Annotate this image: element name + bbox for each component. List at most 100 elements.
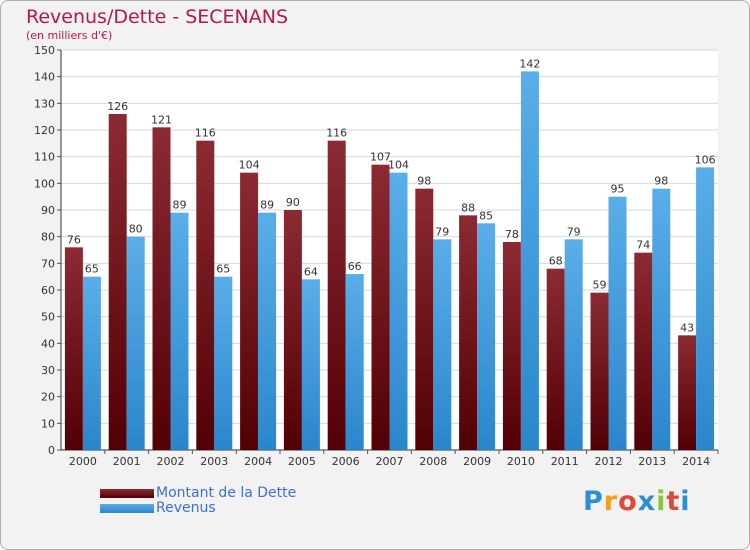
bar-dette: [546, 268, 565, 450]
data-label-revenus: 85: [479, 209, 493, 222]
bar-dette: [64, 247, 83, 450]
data-label-dette: 104: [239, 159, 260, 172]
bar-dette: [152, 127, 171, 450]
bar-revenus: [477, 223, 496, 450]
data-label-dette: 107: [370, 151, 391, 164]
bar-dette: [502, 242, 521, 450]
bar-revenus: [301, 279, 320, 450]
data-label-dette: 78: [505, 228, 519, 241]
bar-dette: [415, 188, 434, 450]
bar-dette: [459, 215, 478, 450]
bar-revenus: [258, 212, 277, 450]
bar-revenus: [82, 276, 101, 450]
data-label-dette: 116: [326, 127, 347, 140]
y-tick-label: 140: [34, 71, 55, 84]
y-tick-label: 150: [34, 44, 55, 57]
data-label-revenus: 142: [519, 57, 540, 70]
data-label-revenus: 80: [129, 223, 143, 236]
y-tick-label: 30: [41, 364, 55, 377]
legend-item-revenus: Revenus: [100, 501, 296, 516]
x-tick-label: 2013: [638, 455, 666, 468]
data-label-dette: 74: [636, 239, 650, 252]
data-label-dette: 90: [286, 196, 300, 209]
y-tick-label: 70: [41, 257, 55, 270]
chart-subtitle: (en milliers d'€): [26, 29, 113, 42]
data-label-dette: 126: [107, 100, 128, 113]
bar-revenus: [608, 196, 627, 450]
y-tick-label: 110: [34, 151, 55, 164]
bar-dette: [678, 335, 697, 450]
data-label-dette: 59: [593, 279, 607, 292]
legend-label-dette: Montant de la Dette: [156, 485, 297, 501]
bar-revenus: [564, 239, 583, 450]
chart-title: Revenus/Dette - SECENANS: [26, 6, 289, 28]
x-tick-label: 2003: [200, 455, 228, 468]
data-label-dette: 68: [549, 255, 563, 268]
bar-revenus: [389, 172, 408, 450]
y-tick-label: 120: [34, 124, 55, 137]
bar-revenus: [170, 212, 189, 450]
legend-swatch-revenus: [100, 504, 154, 513]
data-label-dette: 121: [151, 113, 172, 126]
x-tick-label: 2001: [113, 455, 141, 468]
data-label-dette: 88: [461, 201, 475, 214]
x-tick-label: 2008: [419, 455, 447, 468]
x-tick-label: 2014: [682, 455, 710, 468]
data-label-dette: 76: [67, 233, 81, 246]
y-tick-label: 130: [34, 97, 55, 110]
proxiti-logo: Proxiti: [583, 486, 691, 517]
legend-swatch-dette: [100, 489, 154, 498]
bar-dette: [283, 210, 302, 450]
y-tick-label: 90: [41, 204, 55, 217]
x-tick-label: 2005: [288, 455, 316, 468]
legend-item-dette: Montant de la Dette: [100, 486, 296, 501]
y-tick-label: 80: [41, 231, 55, 244]
data-label-revenus: 89: [260, 199, 274, 212]
x-tick-label: 2002: [157, 455, 185, 468]
bar-revenus: [126, 236, 145, 450]
bar-revenus: [652, 188, 671, 450]
data-label-revenus: 106: [695, 153, 716, 166]
data-label-revenus: 79: [567, 225, 581, 238]
y-tick-label: 20: [41, 391, 55, 404]
y-tick-label: 50: [41, 311, 55, 324]
data-label-revenus: 64: [304, 265, 318, 278]
bar-revenus: [345, 274, 364, 450]
bar-revenus: [433, 239, 452, 450]
x-tick-label: 2004: [244, 455, 272, 468]
bar-revenus: [696, 167, 715, 451]
x-tick-label: 2006: [332, 455, 360, 468]
y-tick-label: 10: [41, 417, 55, 430]
bar-dette: [108, 114, 127, 450]
bar-dette: [590, 292, 609, 450]
y-tick-label: 60: [41, 284, 55, 297]
data-label-revenus: 79: [435, 225, 449, 238]
data-label-revenus: 65: [85, 263, 99, 276]
x-tick-label: 2000: [69, 455, 97, 468]
data-label-dette: 98: [417, 175, 431, 188]
y-tick-label: 100: [34, 177, 55, 190]
bar-dette: [327, 140, 346, 450]
data-label-revenus: 104: [388, 159, 409, 172]
data-label-revenus: 98: [654, 175, 668, 188]
x-tick-label: 2011: [551, 455, 579, 468]
data-label-revenus: 95: [611, 183, 625, 196]
x-tick-label: 2009: [463, 455, 491, 468]
legend-label-revenus: Revenus: [156, 500, 216, 516]
y-tick-label: 0: [48, 444, 55, 457]
x-tick-label: 2007: [376, 455, 404, 468]
data-label-dette: 43: [680, 321, 694, 334]
bar-dette: [634, 252, 653, 450]
bar-dette: [371, 164, 390, 450]
y-tick-label: 40: [41, 337, 55, 350]
bar-revenus: [214, 276, 233, 450]
x-tick-label: 2012: [595, 455, 623, 468]
x-tick-label: 2010: [507, 455, 535, 468]
data-label-dette: 116: [195, 127, 216, 140]
data-label-revenus: 65: [216, 263, 230, 276]
bar-revenus: [520, 71, 539, 450]
legend: Montant de la Dette Revenus: [100, 486, 296, 516]
data-label-revenus: 89: [173, 199, 187, 212]
data-label-revenus: 66: [348, 260, 362, 273]
bar-dette: [240, 172, 259, 450]
